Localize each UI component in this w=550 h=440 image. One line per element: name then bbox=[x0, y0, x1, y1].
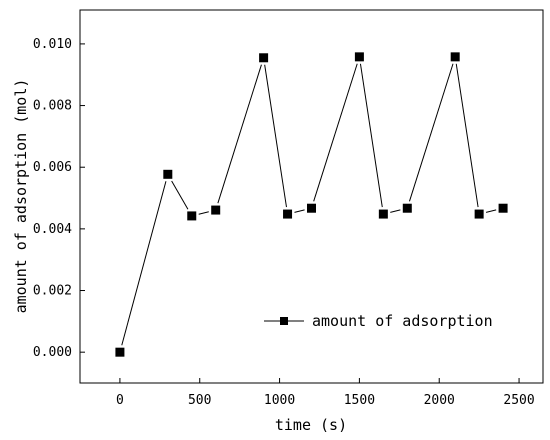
data-point-marker bbox=[115, 347, 125, 357]
data-point-marker bbox=[283, 209, 293, 219]
series-segment bbox=[217, 64, 262, 204]
series-layer bbox=[115, 52, 508, 357]
series-segment bbox=[408, 63, 454, 202]
series-segment bbox=[121, 181, 167, 346]
x-tick-label: 0 bbox=[116, 393, 124, 408]
x-axis-title: time (s) bbox=[275, 416, 347, 434]
y-tick-label: 0.002 bbox=[33, 284, 72, 299]
legend-label: amount of adsorption bbox=[312, 312, 493, 330]
data-point-marker bbox=[378, 209, 388, 219]
series-segment bbox=[390, 209, 401, 213]
data-point-marker bbox=[187, 211, 197, 221]
y-axis-title: amount of adsorption (mol) bbox=[12, 79, 30, 314]
data-point-marker bbox=[163, 169, 173, 179]
y-tick-label: 0.010 bbox=[33, 37, 72, 52]
x-axis-ticks: 0 500 1000 1500 2000 2500 bbox=[116, 378, 535, 408]
legend-marker bbox=[280, 317, 288, 325]
y-axis-ticks: 0.000 0.002 0.004 0.006 0.008 0.010 bbox=[33, 37, 85, 360]
series-segment bbox=[264, 64, 287, 208]
x-tick-label: 2000 bbox=[424, 393, 455, 408]
series-segment bbox=[294, 209, 305, 213]
series-segment bbox=[485, 209, 497, 213]
series-segment bbox=[313, 63, 358, 202]
data-point-marker bbox=[402, 203, 412, 213]
x-tick-label: 1000 bbox=[264, 393, 295, 408]
data-point-marker bbox=[259, 53, 269, 63]
series-segment bbox=[359, 63, 383, 208]
legend: amount of adsorption bbox=[264, 312, 493, 330]
plot-frame bbox=[79, 9, 544, 384]
y-tick-label: 0.004 bbox=[33, 222, 72, 237]
x-tick-label: 500 bbox=[188, 393, 211, 408]
y-tick-label: 0.006 bbox=[33, 160, 72, 175]
data-point-marker bbox=[307, 203, 316, 213]
data-point-marker bbox=[354, 52, 364, 62]
series-segment bbox=[455, 63, 479, 208]
series-segment bbox=[198, 211, 209, 215]
data-point-marker bbox=[450, 52, 460, 62]
x-tick-label: 1500 bbox=[344, 393, 375, 408]
x-tick-label: 2500 bbox=[503, 393, 534, 408]
y-tick-label: 0.008 bbox=[33, 99, 72, 114]
data-point-marker bbox=[211, 205, 221, 215]
data-point-marker bbox=[498, 203, 508, 213]
series-segment bbox=[171, 180, 189, 210]
y-tick-label: 0.000 bbox=[33, 345, 72, 360]
data-point-marker bbox=[474, 209, 484, 219]
